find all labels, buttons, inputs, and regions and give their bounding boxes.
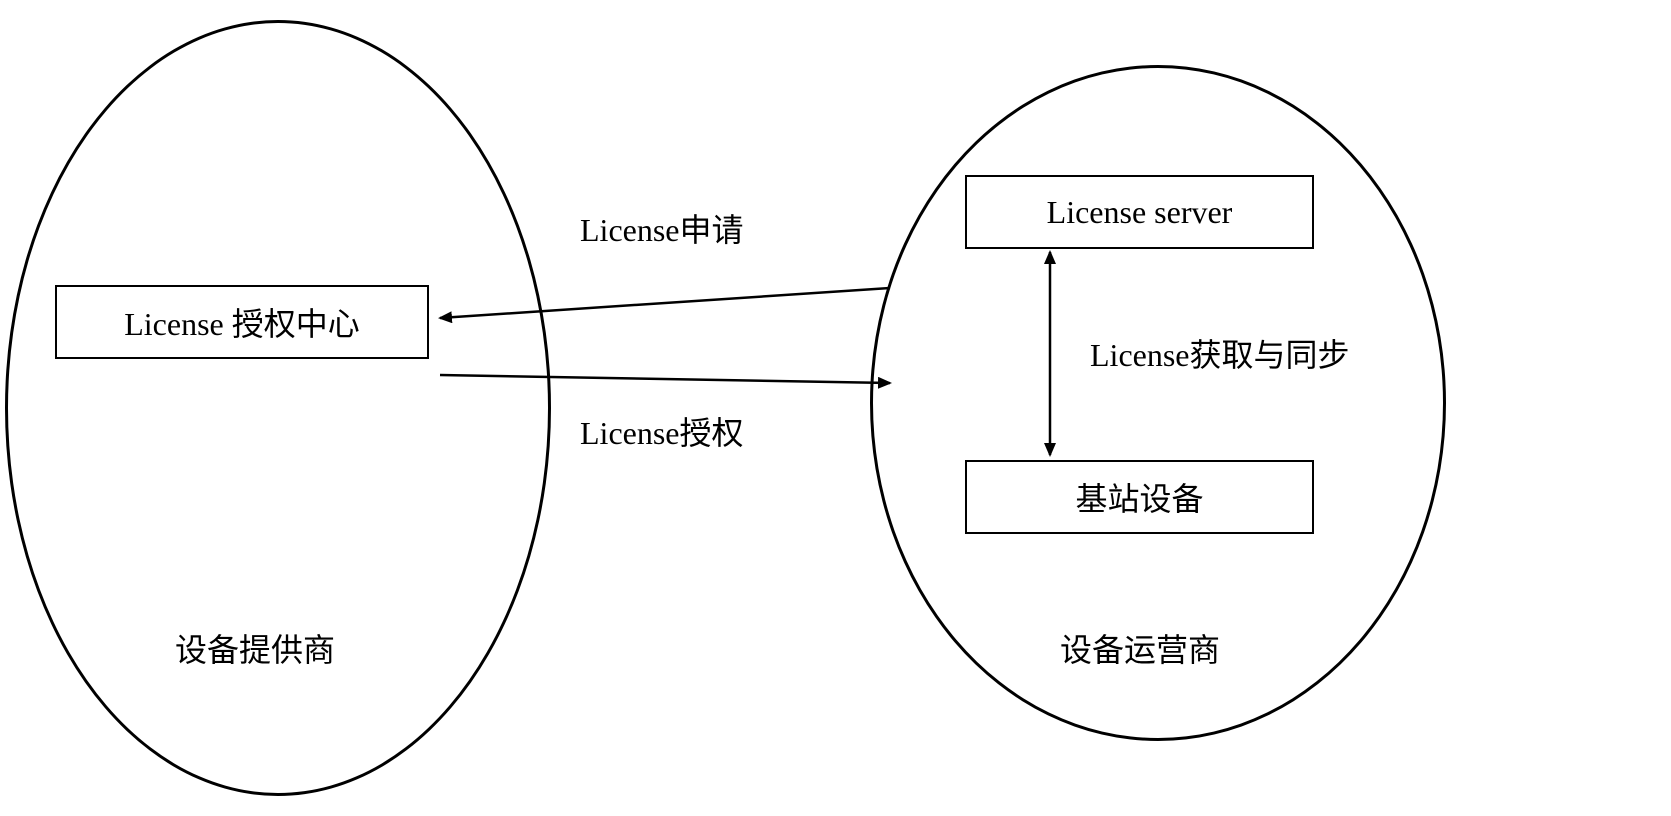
license-center-box: License 授权中心 <box>55 285 429 359</box>
diagram-canvas: License 授权中心 License server 基站设备 License… <box>0 0 1671 816</box>
left-entity-label: 设备提供商 <box>175 625 335 671</box>
left-entity-ellipse <box>5 20 551 796</box>
base-station-box: 基站设备 <box>965 460 1314 534</box>
base-station-text: 基站设备 <box>1075 474 1203 520</box>
license-authorize-label: License授权 <box>580 408 744 454</box>
license-sync-label: License获取与同步 <box>1090 330 1350 376</box>
license-server-text: License server <box>1047 194 1233 231</box>
right-entity-label: 设备运营商 <box>1060 625 1220 671</box>
license-apply-label: License申请 <box>580 205 744 251</box>
license-server-box: License server <box>965 175 1314 249</box>
license-center-text: License 授权中心 <box>124 299 360 345</box>
